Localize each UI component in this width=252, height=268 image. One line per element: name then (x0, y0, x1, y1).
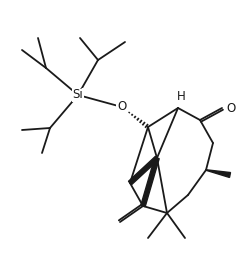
Text: H: H (177, 90, 185, 102)
Polygon shape (206, 170, 231, 177)
Text: Si: Si (73, 88, 83, 102)
Polygon shape (141, 157, 159, 207)
Text: O: O (226, 102, 236, 114)
Polygon shape (129, 156, 159, 185)
Text: O: O (117, 100, 127, 114)
